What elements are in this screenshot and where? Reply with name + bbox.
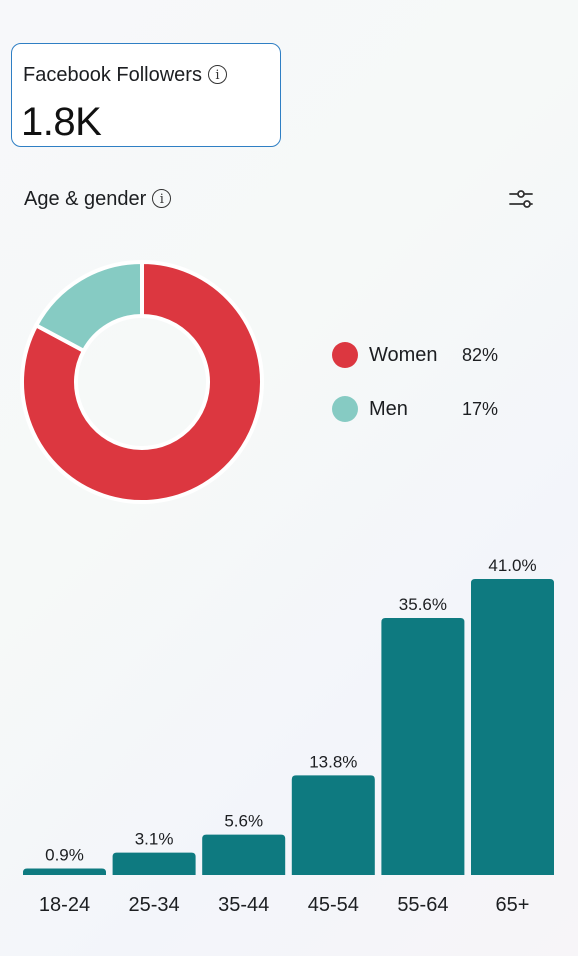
followers-count: 1.8K (21, 100, 102, 144)
bar-value-label: 5.6% (224, 812, 263, 831)
gender-donut-chart (20, 259, 264, 504)
x-axis-tick-label: 45-54 (308, 894, 359, 916)
legend-value-women: 82% (462, 345, 499, 365)
bar-65+ (471, 579, 554, 875)
men-color-dot (332, 396, 358, 422)
followers-label: Facebook Followers (23, 64, 202, 86)
bar-18-24 (23, 868, 106, 875)
legend-label-women: Women (369, 344, 438, 366)
donut-slice-men (33, 259, 144, 354)
info-icon[interactable]: i (207, 65, 227, 84)
bar-value-label: 3.1% (135, 830, 174, 849)
filter-sliders-icon (509, 190, 533, 208)
x-axis-tick-label: 65+ (496, 894, 530, 916)
x-axis-tick-label: 35-44 (218, 894, 269, 916)
x-axis-tick-label: 18-24 (39, 894, 90, 916)
bar-45-54 (291, 775, 375, 875)
facebook-followers-card[interactable]: Facebook Followers i 1.8K (11, 43, 281, 147)
filter-button[interactable] (504, 184, 538, 214)
donut-slice-women (20, 259, 264, 504)
followers-label-row: Facebook Followers i (23, 64, 227, 87)
bar-value-label: 13.8% (309, 752, 357, 771)
legend-item-women: Women 82% (332, 338, 532, 374)
legend-label-men: Men (369, 398, 408, 420)
x-axis-tick-label: 25-34 (129, 894, 180, 916)
age-gender-title: Age & gender (24, 188, 147, 210)
legend-item-men: Men 17% (332, 392, 532, 428)
legend-value-men: 17% (462, 399, 499, 419)
gender-legend: Women 82% Men 17% (332, 338, 532, 446)
age-gender-title-row: Age & gender i (24, 188, 172, 211)
bar-35-44 (202, 834, 286, 875)
women-color-dot (332, 342, 358, 368)
bar-value-label: 41.0% (488, 556, 536, 575)
age-bar-chart: 0.9% 18-24 3.1% 25-34 5.6% 35-44 13.8% 45-54 35.… (0, 540, 578, 940)
bar-55-64 (381, 617, 465, 875)
bar-value-label: 35.6% (399, 595, 447, 614)
bar-value-label: 0.9% (45, 846, 84, 865)
x-axis-tick-label: 55-64 (397, 894, 448, 916)
info-icon[interactable]: i (152, 189, 172, 208)
bar-25-34 (112, 852, 196, 875)
